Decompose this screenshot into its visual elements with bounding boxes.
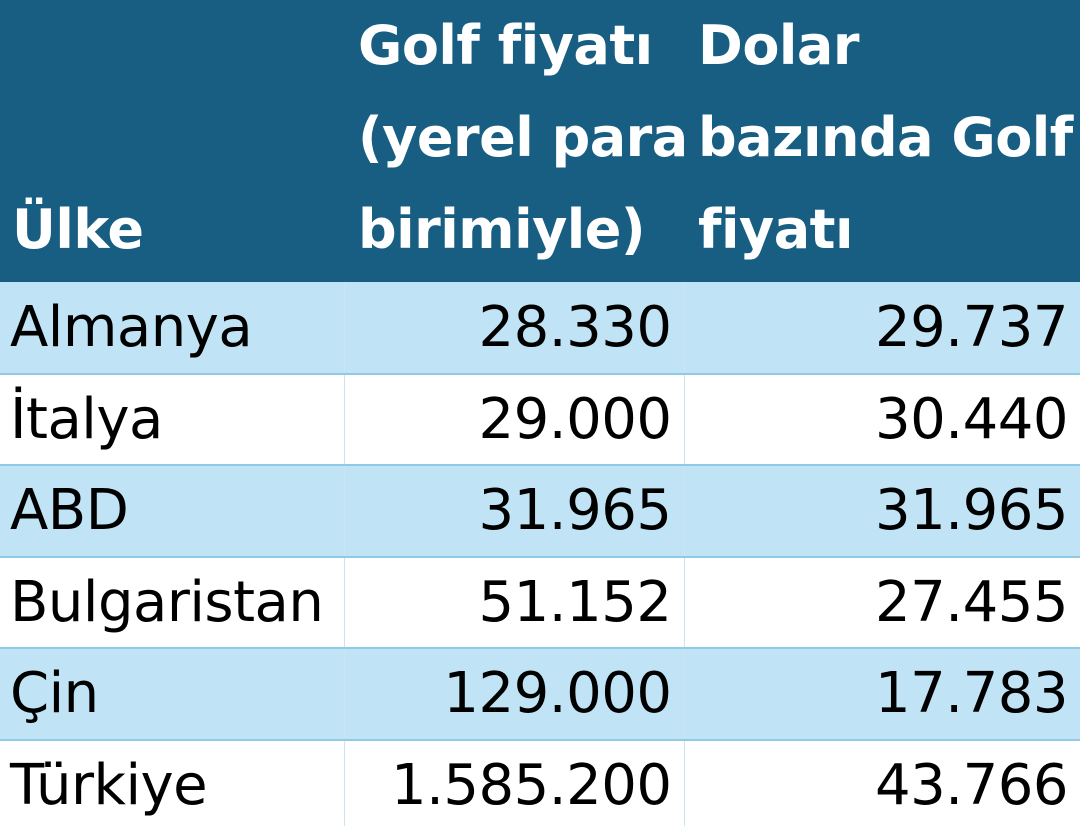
cell-country[interactable]: ABD xyxy=(0,465,344,558)
cell-usd-price[interactable]: 30.440 xyxy=(683,373,1080,466)
header-usd-price[interactable]: Dolar bazında Golf fiyatı xyxy=(684,0,1080,282)
cell-local-price[interactable]: 51.152 xyxy=(343,556,684,649)
table-row: Bulgaristan 51.152 27.455 xyxy=(0,556,1080,649)
cell-local-price[interactable]: 31.965 xyxy=(343,465,684,558)
header-row: Ülke Golf fiyatı (yerel para birimiyle) … xyxy=(0,0,1080,282)
cell-usd-price[interactable]: 31.965 xyxy=(683,465,1080,558)
cell-local-price[interactable]: 28.330 xyxy=(343,282,684,375)
cell-country[interactable]: İtalya xyxy=(0,373,344,466)
table-row: Almanya 28.330 29.737 xyxy=(0,282,1080,375)
cell-country[interactable]: Almanya xyxy=(0,282,344,375)
cell-local-price[interactable]: 1.585.200 xyxy=(343,739,684,826)
cell-country[interactable]: Çin xyxy=(0,648,344,741)
table-row: ABD 31.965 31.965 xyxy=(0,465,1080,558)
header-country[interactable]: Ülke xyxy=(0,0,344,282)
header-local-price[interactable]: Golf fiyatı (yerel para birimiyle) xyxy=(344,0,688,282)
table-row: Çin 129.000 17.783 xyxy=(0,648,1080,741)
cell-usd-price[interactable]: 17.783 xyxy=(683,648,1080,741)
cell-local-price[interactable]: 29.000 xyxy=(343,373,684,466)
table-row: Türkiye 1.585.200 43.766 xyxy=(0,739,1080,826)
cell-country[interactable]: Bulgaristan xyxy=(0,556,344,649)
cell-country[interactable]: Türkiye xyxy=(0,739,344,826)
cell-usd-price[interactable]: 27.455 xyxy=(683,556,1080,649)
cell-usd-price[interactable]: 29.737 xyxy=(683,282,1080,375)
cell-usd-price[interactable]: 43.766 xyxy=(683,739,1080,826)
table-row: İtalya 29.000 30.440 xyxy=(0,373,1080,466)
cell-local-price[interactable]: 129.000 xyxy=(343,648,684,741)
